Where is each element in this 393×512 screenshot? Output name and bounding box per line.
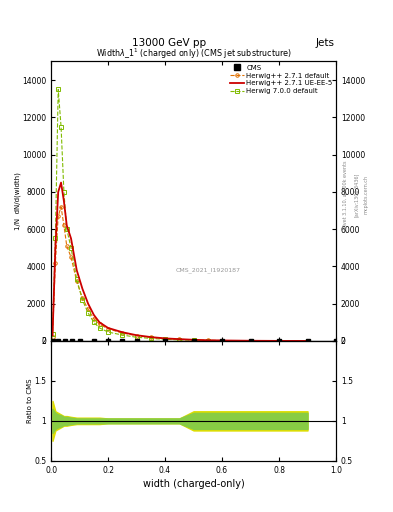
Legend: CMS, Herwig++ 2.7.1 default, Herwig++ 2.7.1 UE-EE-5, Herwig 7.0.0 default: CMS, Herwig++ 2.7.1 default, Herwig++ 2.… — [228, 63, 334, 96]
Text: CMS_2021_I1920187: CMS_2021_I1920187 — [175, 267, 240, 273]
Text: [arXiv:1306.3436]: [arXiv:1306.3436] — [354, 173, 359, 217]
Text: Jets: Jets — [316, 37, 335, 48]
Title: Width$\lambda$_1$^1$ (charged only) (CMS jet substructure): Width$\lambda$_1$^1$ (charged only) (CMS… — [95, 47, 292, 61]
X-axis label: width (charged-only): width (charged-only) — [143, 479, 244, 489]
Y-axis label: 1/N  dN/d(width): 1/N dN/d(width) — [14, 172, 20, 230]
Text: mcplots.cern.ch: mcplots.cern.ch — [364, 175, 369, 214]
Text: 13000 GeV pp: 13000 GeV pp — [132, 37, 206, 48]
Y-axis label: Ratio to CMS: Ratio to CMS — [27, 379, 33, 423]
Text: Rivet 3.1.10, ≥ 500k events: Rivet 3.1.10, ≥ 500k events — [343, 160, 348, 229]
